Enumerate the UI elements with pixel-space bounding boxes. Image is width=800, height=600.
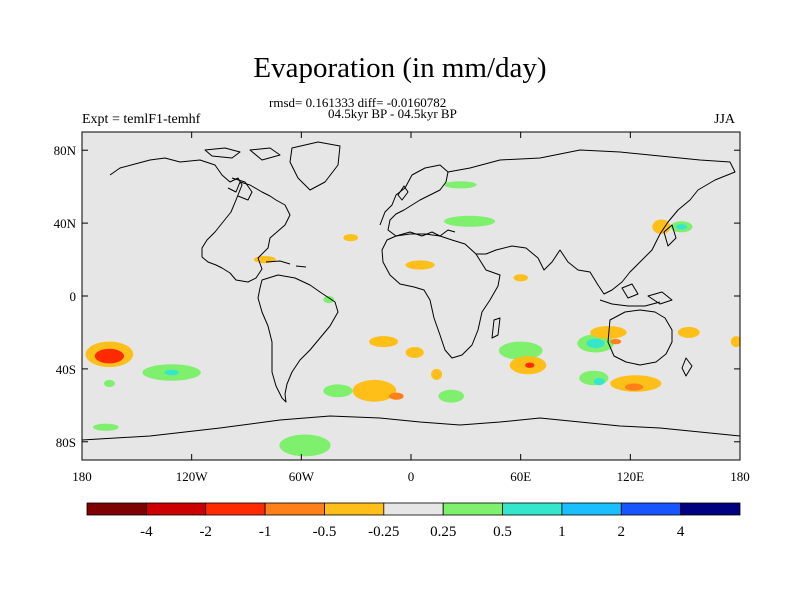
coast-africa — [381, 233, 501, 359]
anomaly-region-6 — [279, 434, 331, 457]
experiment-label: Expt = temlF1-temhf — [82, 112, 201, 127]
colorbar-box-7 — [502, 502, 563, 516]
chart-subtitle-periods: 04.5kyr BP - 04.5kyr BP — [328, 106, 457, 121]
x-tick-label: 180 — [72, 469, 92, 484]
colorbar-labels: -4 -2 -1 -0.5 -0.25 0.25 0.5 1 2 4 — [140, 524, 685, 540]
anomaly-region-16 — [443, 181, 477, 189]
y-tick-label: 80S — [56, 435, 76, 450]
season-label: JJA — [714, 112, 736, 127]
axis-ticks — [81, 132, 741, 460]
anomaly-region-1 — [94, 348, 124, 364]
anomaly-region-37 — [323, 296, 335, 304]
anomaly-region-34 — [730, 336, 740, 348]
anomaly-region-11 — [369, 336, 399, 348]
anomaly-region-3 — [164, 369, 179, 376]
x-tick-label: 120W — [176, 469, 209, 484]
colorbar-label: -0.25 — [368, 524, 399, 540]
x-tick-label: 60W — [289, 469, 315, 484]
colorbar-box-2 — [205, 502, 266, 516]
colorbar-box-0 — [86, 502, 147, 516]
anomaly-region-14 — [431, 368, 443, 380]
colorbar-label: -2 — [199, 524, 212, 540]
coast-south-america — [257, 274, 339, 403]
coast-caribbean — [265, 260, 307, 268]
anomaly-region-4 — [93, 423, 119, 431]
colorbar-box-10 — [680, 502, 741, 516]
coast-australia — [607, 309, 673, 366]
anomaly-region-19 — [498, 341, 543, 360]
x-tick-label: 60E — [510, 469, 531, 484]
coast-japan — [663, 224, 677, 247]
coast-asia — [447, 149, 736, 295]
coast-hudson-bay — [231, 177, 253, 201]
anomaly-region-18 — [513, 274, 528, 282]
coast-new-zealand — [681, 357, 693, 377]
anomaly-region-38 — [103, 379, 115, 388]
anomaly-fields — [85, 181, 740, 457]
y-tick-label: 40S — [56, 362, 76, 377]
coast-north-america — [109, 157, 291, 283]
coast-antarctica — [82, 415, 740, 441]
colorbar-label: 2 — [618, 524, 626, 540]
y-axis-labels: 80N 40N 0 40S 80S — [54, 143, 77, 450]
y-tick-label: 0 — [70, 289, 77, 304]
chart-subtitle-stats: rmsd= 0.161333 diff= -0.0160782 — [269, 95, 447, 110]
anomaly-region-17 — [405, 260, 435, 270]
colorbar-box-6 — [442, 502, 504, 516]
plot-background — [82, 132, 740, 460]
coast-madagascar — [491, 317, 501, 339]
colorbar-box-9 — [620, 502, 682, 516]
colorbar: -4 -2 -1 -0.5 -0.25 0.25 0.5 1 2 4 — [86, 502, 741, 540]
colorbar-label: 1 — [558, 524, 566, 540]
anomaly-region-9 — [352, 379, 397, 402]
coast-canadian-arctic — [204, 147, 281, 161]
colorbar-boxes — [86, 502, 741, 516]
colorbar-label: -0.5 — [313, 524, 337, 540]
anomaly-region-35 — [253, 256, 276, 264]
colorbar-label: 4 — [677, 524, 685, 540]
anomaly-region-36 — [343, 234, 359, 242]
x-tick-label: 120E — [617, 469, 645, 484]
colorbar-label: 0.25 — [430, 524, 456, 540]
colorbar-box-4 — [324, 502, 385, 516]
coast-indonesia — [599, 283, 673, 307]
anomaly-region-25 — [610, 338, 622, 345]
colorbar-box-8 — [561, 502, 622, 516]
anomaly-region-27 — [593, 378, 605, 386]
anomaly-region-28 — [610, 375, 662, 392]
plot-area: 180 120W 60W 0 60E 120E 180 80N 40N 0 40S 80S — [54, 131, 750, 484]
anomaly-region-8 — [323, 384, 353, 398]
anomaly-region-15 — [443, 215, 496, 227]
x-tick-label: 0 — [408, 469, 415, 484]
colorbar-box-3 — [264, 502, 325, 516]
y-tick-label: 40N — [54, 216, 77, 231]
anomaly-region-21 — [525, 362, 535, 368]
colorbar-box-1 — [145, 502, 207, 516]
anomaly-region-12 — [405, 347, 424, 358]
coastlines — [82, 141, 740, 441]
coast-greenland — [289, 141, 341, 191]
anomaly-region-23 — [586, 338, 605, 348]
anomaly-region-13 — [438, 389, 465, 403]
colorbar-label: 0.5 — [493, 524, 512, 540]
coast-britain — [397, 185, 409, 201]
anomaly-region-32 — [676, 224, 687, 230]
y-tick-label: 80N — [54, 143, 77, 158]
anomaly-region-10 — [389, 392, 404, 400]
anomaly-region-33 — [677, 326, 700, 338]
colorbar-box-5 — [383, 502, 444, 516]
anomaly-region-29 — [624, 383, 644, 391]
colorbar-label: -4 — [140, 524, 153, 540]
colorbar-label: -1 — [259, 524, 272, 540]
x-axis-labels: 180 120W 60W 0 60E 120E 180 — [72, 469, 750, 484]
x-tick-label: 180 — [730, 469, 750, 484]
chart-title: Evaporation (in mm/day) — [253, 52, 547, 84]
